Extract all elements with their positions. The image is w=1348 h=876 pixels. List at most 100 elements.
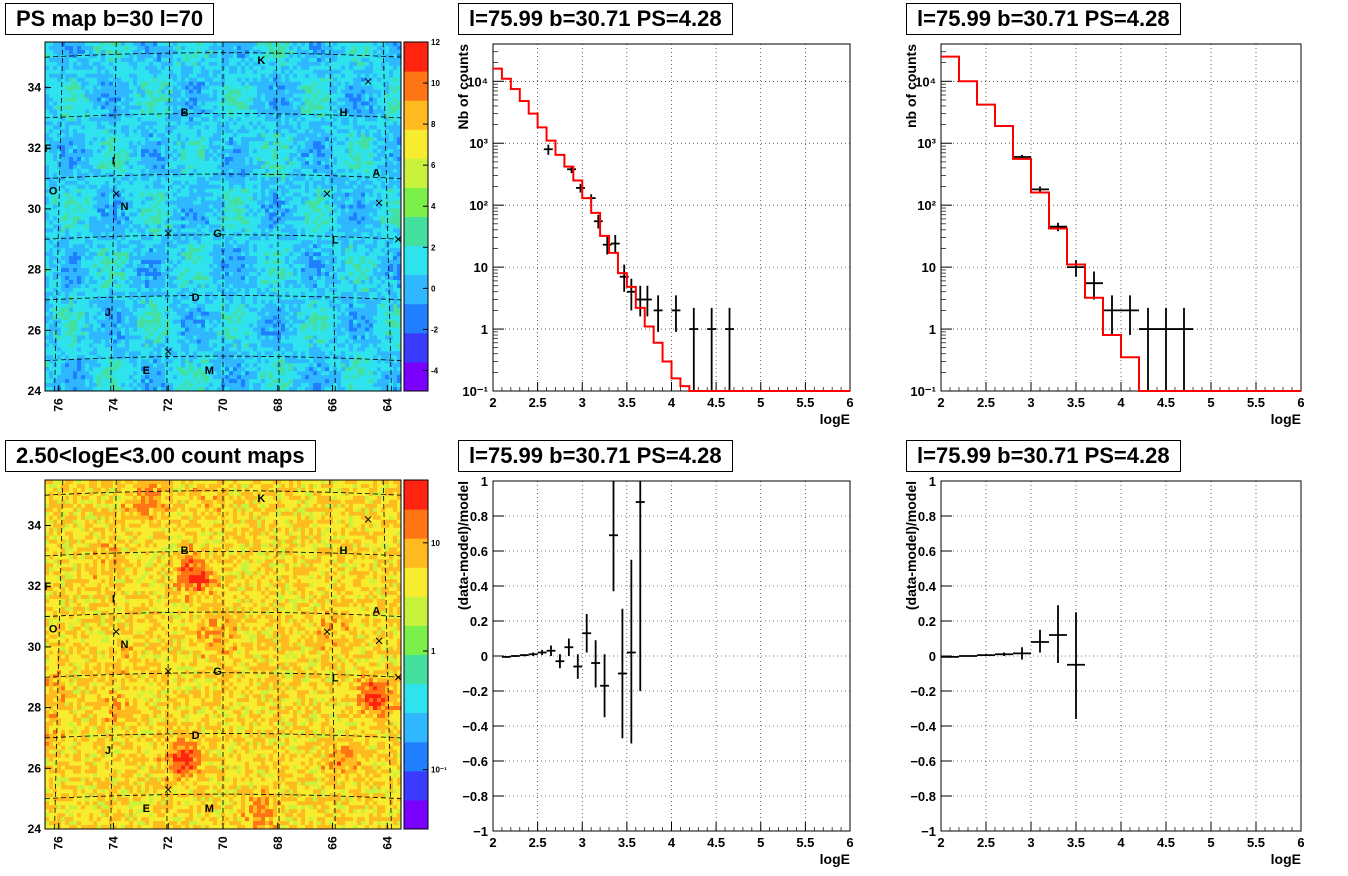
heatmap-cell (73, 49, 78, 55)
heatmap-cell (93, 351, 98, 356)
heatmap-cell (77, 228, 82, 233)
heatmap-cell (169, 153, 174, 158)
heatmap-cell (149, 61, 154, 67)
heatmap-cell (73, 224, 78, 229)
heatmap-cell (253, 101, 258, 106)
heatmap-cell (185, 160, 190, 166)
heatmap-cell (69, 129, 74, 134)
heatmap-cell (141, 85, 146, 90)
heatmap-cell (49, 279, 54, 285)
heatmap-cell (105, 57, 110, 63)
heatmap-cell (229, 351, 234, 356)
heatmap-cell (221, 117, 226, 122)
heatmap-cell (205, 272, 210, 277)
heatmap-cell (45, 73, 50, 79)
heatmap-cell (249, 240, 254, 245)
heatmap-cell (173, 172, 178, 178)
heatmap-cell (69, 153, 74, 158)
heatmap-cell (269, 279, 274, 285)
heatmap-cell (185, 339, 190, 344)
heatmap-cell (149, 295, 154, 301)
heatmap-cell (173, 81, 178, 87)
heatmap-cell (265, 133, 270, 138)
heatmap-cell (81, 260, 86, 265)
heatmap-cell (229, 77, 234, 83)
heatmap-cell (73, 228, 78, 233)
heatmap-cell (93, 256, 98, 261)
heatmap-cell (77, 145, 82, 150)
heatmap-cell (45, 204, 50, 209)
heatmap-cell (245, 252, 250, 257)
heatmap-cell (181, 232, 186, 237)
heatmap-cell (241, 351, 246, 356)
heatmap-cell (109, 335, 114, 340)
heatmap-cell (181, 311, 186, 317)
heatmap-cell (109, 204, 114, 209)
heatmap-cell (149, 291, 154, 297)
heatmap-cell (241, 200, 246, 206)
heatmap-cell (261, 57, 266, 63)
heatmap-cell (65, 145, 70, 150)
heatmap-cell (69, 323, 74, 328)
heatmap-cell (169, 145, 174, 150)
heatmap-cell (249, 311, 254, 317)
heatmap-cell (65, 172, 70, 178)
heatmap-cell (73, 355, 78, 360)
heatmap-cell (217, 327, 222, 332)
heatmap-cell (53, 260, 58, 265)
heatmap-cell (209, 160, 214, 166)
heatmap-cell (261, 307, 266, 313)
heatmap-cell (181, 275, 186, 281)
heatmap-cell (57, 61, 62, 67)
heatmap-cell (257, 101, 262, 106)
heatmap-cell (241, 367, 246, 372)
heatmap-cell (237, 355, 242, 360)
heatmap-cell (121, 208, 126, 213)
heatmap-cell (213, 359, 218, 364)
heatmap-cell (125, 307, 130, 313)
heatmap-cell (201, 141, 206, 146)
heatmap-cell (89, 145, 94, 150)
heatmap-cell (165, 311, 170, 317)
heatmap-cell (217, 315, 222, 321)
heatmap-cell (189, 184, 194, 190)
heatmap-cell (121, 53, 126, 59)
heatmap-cell (133, 319, 138, 324)
heatmap-cell (253, 97, 258, 102)
heatmap-cell (165, 216, 170, 221)
heatmap-cell (181, 327, 186, 332)
heatmap-cell (173, 252, 178, 257)
heatmap-cell (253, 164, 258, 170)
heatmap-cell (257, 240, 262, 245)
heatmap-cell (217, 379, 222, 384)
heatmap-cell (237, 343, 242, 348)
heatmap-cell (53, 367, 58, 372)
heatmap-cell (85, 379, 90, 384)
heatmap-cell (201, 69, 206, 75)
heatmap-cell (117, 275, 122, 281)
heatmap-cell (129, 291, 134, 297)
heatmap-cell (181, 283, 186, 289)
heatmap-cell (181, 61, 186, 67)
heatmap-cell (173, 145, 178, 150)
heatmap-cell (249, 315, 254, 321)
heatmap-cell (253, 279, 258, 285)
heatmap-cell (181, 176, 186, 182)
heatmap-cell (245, 81, 250, 87)
heatmap-cell (189, 61, 194, 67)
heatmap-cell (225, 315, 230, 321)
heatmap-cell (121, 145, 126, 150)
heatmap-cell (93, 303, 98, 309)
heatmap-cell (217, 295, 222, 301)
heatmap-cell (73, 379, 78, 384)
heatmap-cell (129, 335, 134, 340)
heatmap-cell (197, 192, 202, 198)
heatmap-cell (105, 224, 110, 229)
heatmap-cell (45, 196, 50, 202)
heatmap-cell (173, 97, 178, 102)
heatmap-cell (253, 117, 258, 122)
heatmap-cell (233, 252, 238, 257)
heatmap-cell (213, 153, 218, 158)
heatmap-cell (137, 343, 142, 348)
heatmap-cell (257, 236, 262, 241)
